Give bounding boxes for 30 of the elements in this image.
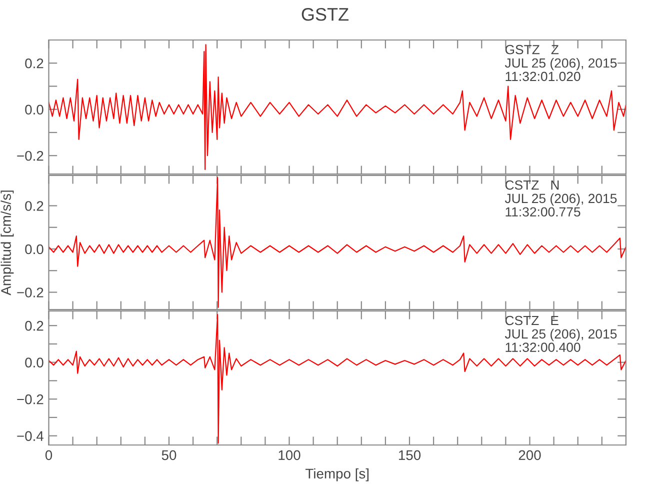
y-tick-label: −0.2 xyxy=(17,150,44,161)
chart-title: GSTZ xyxy=(302,8,349,21)
y-tick-label: 0.0 xyxy=(25,104,44,115)
annotation: GSTZ Z xyxy=(505,44,559,54)
annotation: 11:32:00.400 xyxy=(506,342,580,352)
annotation: 11:32:00.775 xyxy=(506,207,580,217)
annotation: CSTZ E xyxy=(505,316,558,326)
x-tick-label: 50 xyxy=(162,450,176,460)
annotation: 11:32:01.020 xyxy=(506,72,580,82)
annotation: JUL 25 (206), 2015 xyxy=(504,328,617,342)
x-tick-label: 100 xyxy=(278,450,300,460)
y-axis-title: Amplitud [cm/s/s] xyxy=(0,190,14,296)
annotation: CSTZ N xyxy=(505,180,559,190)
y-tick-label: −0.2 xyxy=(17,394,44,404)
line-series xyxy=(48,44,626,170)
x-tick-label: 0 xyxy=(45,450,52,460)
y-tick-label: −0.4 xyxy=(17,431,44,441)
y-tick-label: 0.2 xyxy=(25,320,44,331)
x-tick-label: 200 xyxy=(518,450,541,460)
x-tick-label: 150 xyxy=(398,450,421,460)
line-series xyxy=(48,314,626,444)
y-tick-label: 0.2 xyxy=(25,201,44,211)
annotation: JUL 25 (206), 2015 xyxy=(504,193,617,206)
y-tick-label: 0.0 xyxy=(25,358,44,368)
y-tick-label: −0.2 xyxy=(17,288,44,298)
annotation: JUL 25 (206), 2015 xyxy=(504,58,617,70)
y-tick-label: 0.0 xyxy=(25,244,44,254)
x-axis-title: Tiempo [s] xyxy=(306,468,369,482)
line-series xyxy=(48,177,626,308)
y-tick-label: 0.2 xyxy=(25,58,44,68)
